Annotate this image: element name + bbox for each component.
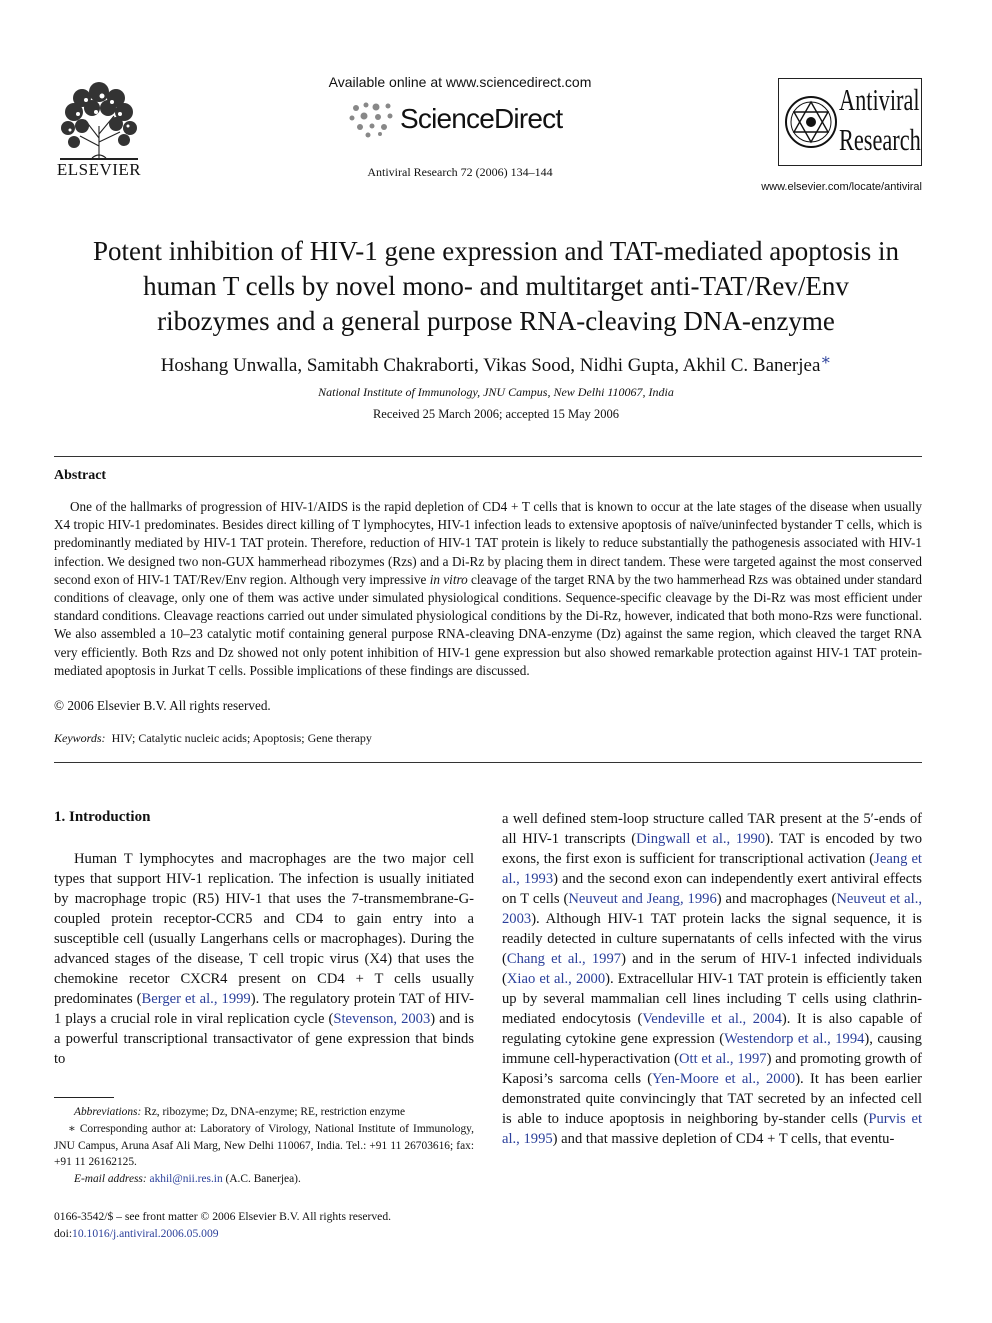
body-text: ). TAT is encoded by two exons, the firs…	[502, 831, 923, 867]
abbreviations-text: Rz, ribozyme; Dz, DNA-enzyme; RE, restri…	[144, 1106, 406, 1118]
corresponding-author-mark[interactable]: ∗	[820, 352, 832, 369]
journal-url[interactable]: www.elsevier.com/locate/antiviral	[761, 181, 922, 193]
sciencedirect-dots-icon	[349, 102, 393, 138]
citation-link[interactable]: Purvis et al., 1995	[502, 1111, 922, 1147]
affiliation: National Institute of Immunology, JNU Ca…	[318, 385, 674, 399]
citation-link[interactable]: Ott et al., 1997	[678, 1051, 767, 1067]
corresponding-mark: ∗	[68, 1122, 76, 1135]
body-text: ). It is also capable of regulating cyto…	[502, 1011, 922, 1047]
citation-link[interactable]: Vendeville et al., 2004	[642, 1011, 782, 1027]
footnote-corresponding: ∗ Corresponding author at: Laboratory of…	[54, 1121, 474, 1171]
body-text: ) and that massive depletion of CD4 + T …	[552, 1131, 895, 1147]
citation-link[interactable]: Chang et al., 1997	[506, 951, 622, 967]
citation-link[interactable]: Berger et al., 1999	[141, 991, 251, 1007]
publisher-name: ELSEVIER	[56, 160, 142, 179]
abstract-text: One of the hallmarks of progression of H…	[54, 498, 922, 680]
abbreviations-label: Abbreviations:	[74, 1106, 142, 1118]
citation-link[interactable]: Dingwall et al., 1990	[636, 831, 766, 847]
section-heading-introduction: 1. Introduction	[54, 809, 151, 825]
abstract-copyright: © 2006 Elsevier B.V. All rights reserved…	[54, 698, 271, 713]
footnote-email: E-mail address: akhil@nii.res.in (A.C. B…	[54, 1171, 474, 1188]
body-text: Human T lymphocytes and macrophages are …	[54, 851, 474, 1007]
citation-link[interactable]: Westendorp et al., 1994	[724, 1031, 865, 1047]
body-text: ). It has been earlier demonstrated quit…	[502, 1071, 923, 1127]
intro-right-column: a well defined stem-loop structure calle…	[502, 809, 922, 1149]
title-line: Potent inhibition of HIV-1 gene expressi…	[93, 236, 899, 266]
citation-link[interactable]: Yen-Moore et al., 2000	[652, 1071, 796, 1087]
journal-logo: Antiviral Research	[778, 78, 922, 166]
body-text: ) and in the serum of HIV-1 infected ind…	[502, 951, 922, 987]
abstract-part: cleavage of the target RNA by the two ha…	[54, 571, 922, 678]
body-text: ) and is a powerful transcriptional tran…	[54, 1011, 474, 1067]
doi-link[interactable]: 10.1016/j.antiviral.2006.05.009	[72, 1227, 219, 1240]
journal-reference: Antiviral Research 72 (2006) 134–144	[367, 165, 553, 179]
footnote-abbreviations: Abbreviations: Rz, ribozyme; Dz, DNA-enz…	[54, 1104, 474, 1121]
citation-link[interactable]: Jeang et al., 1993	[502, 851, 922, 887]
footnotes: Abbreviations: Rz, ribozyme; Dz, DNA-enz…	[54, 1104, 474, 1188]
citation-link[interactable]: Stevenson, 2003	[333, 1011, 431, 1027]
elsevier-tree-logo	[60, 82, 138, 160]
citation-link[interactable]: Neuveut et al., 2003	[502, 891, 922, 927]
abstract-italic: in vitro	[429, 571, 468, 587]
keywords: Keywords: HIV; Catalytic nucleic acids; A…	[54, 731, 372, 746]
title-line: ribozymes and a general purpose RNA-clea…	[157, 306, 835, 336]
body-text: ). The regulatory protein TAT of HIV-1 p…	[54, 991, 474, 1027]
body-text: ) and macrophages (	[716, 891, 837, 907]
body-text: ). Although HIV-1 TAT protein lacks the …	[502, 911, 922, 967]
abstract-heading: Abstract	[54, 468, 107, 483]
corresponding-text: Corresponding author at: Laboratory of V…	[54, 1122, 474, 1169]
available-online-text: Available online at www.sciencedirect.co…	[328, 74, 592, 90]
body-text: ) and the second exon can independently …	[502, 871, 922, 907]
journal-name-line2: Research	[839, 122, 921, 157]
body-text: ), causing immune cell-hyperactivation (	[502, 1031, 922, 1067]
footnote-divider	[54, 1097, 114, 1098]
title-line: human T cells by novel mono- and multita…	[143, 271, 849, 301]
doi-label: doi:	[54, 1227, 73, 1240]
citation-link[interactable]: Xiao et al., 2000	[506, 971, 606, 987]
front-matter: 0166-3542/$ – see front matter © 2006 El…	[54, 1208, 391, 1242]
body-text: a well defined stem-loop structure calle…	[502, 811, 922, 847]
article-title: Potent inhibition of HIV-1 gene expressi…	[40, 234, 952, 339]
body-text: ). Extracellular HIV-1 TAT protein is ef…	[502, 971, 922, 1027]
issn-line: 0166-3542/$ – see front matter © 2006 El…	[54, 1210, 392, 1223]
authors-text: Hoshang Unwalla, Samitabh Chakraborti, V…	[160, 355, 821, 376]
intro-left-column: Human T lymphocytes and macrophages are …	[54, 849, 474, 1069]
doi-line: doi:10.1016/j.antiviral.2006.05.009	[54, 1225, 391, 1242]
abstract-part: One of the hallmarks of progression of H…	[54, 499, 922, 587]
email-suffix: (A.C. Banerjea).	[225, 1173, 301, 1186]
journal-name-line1: Antiviral	[839, 82, 920, 117]
body-text: ) and promoting growth of Kaposi’s sarco…	[502, 1051, 922, 1087]
keywords-label: Keywords:	[54, 731, 106, 745]
citation-link[interactable]: Neuveut and Jeang, 1996	[568, 891, 717, 907]
sciencedirect-wordmark: ScienceDirect	[400, 103, 563, 134]
divider	[54, 456, 922, 457]
email-label: E-mail address:	[74, 1173, 147, 1186]
email-link[interactable]: akhil@nii.res.in	[149, 1173, 223, 1186]
keywords-values: HIV; Catalytic nucleic acids; Apoptosis;…	[111, 731, 372, 745]
received-dates: Received 25 March 2006; accepted 15 May …	[372, 407, 620, 421]
journal-emblem-icon	[785, 96, 837, 148]
author-list: Hoshang Unwalla, Samitabh Chakraborti, V…	[40, 350, 952, 377]
divider	[54, 762, 922, 763]
